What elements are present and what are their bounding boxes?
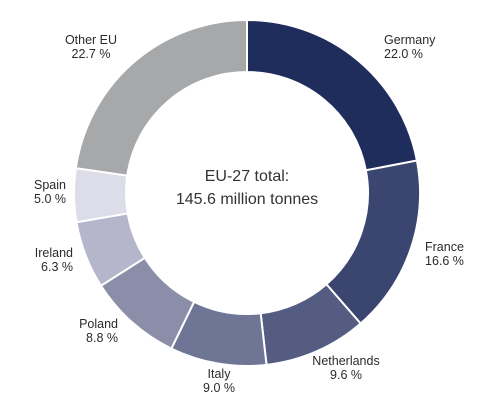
slice-label-ireland-name: Ireland	[35, 246, 73, 260]
slice-label-italy-name: Italy	[208, 367, 232, 381]
slice-other-eu	[74, 18, 248, 177]
slice-label-france-name: France	[425, 240, 464, 254]
slice-label-other-eu-name: Other EU	[65, 33, 117, 47]
slice-label-italy-value: 9.0 %	[203, 381, 235, 395]
slice-label-ireland-value: 6.3 %	[41, 260, 73, 274]
slice-label-spain-value: 5.0 %	[34, 192, 66, 206]
slice-label-germany-value: 22.0 %	[384, 47, 423, 61]
donut-slices	[73, 18, 422, 367]
slice-label-netherlands-value: 9.6 %	[330, 368, 362, 382]
slice-label-germany-name: Germany	[384, 33, 436, 47]
slice-label-other-eu-value: 22.7 %	[72, 47, 111, 61]
slice-spain	[73, 166, 129, 224]
center-total-label: EU-27 total:	[205, 168, 289, 185]
slice-label-france-value: 16.6 %	[425, 254, 464, 268]
slice-label-netherlands-name: Netherlands	[312, 354, 379, 368]
center-total-value: 145.6 million tonnes	[176, 191, 318, 208]
slice-label-spain-name: Spain	[34, 178, 66, 192]
slice-label-poland-name: Poland	[79, 317, 118, 331]
slice-label-poland-value: 8.8 %	[86, 331, 118, 345]
